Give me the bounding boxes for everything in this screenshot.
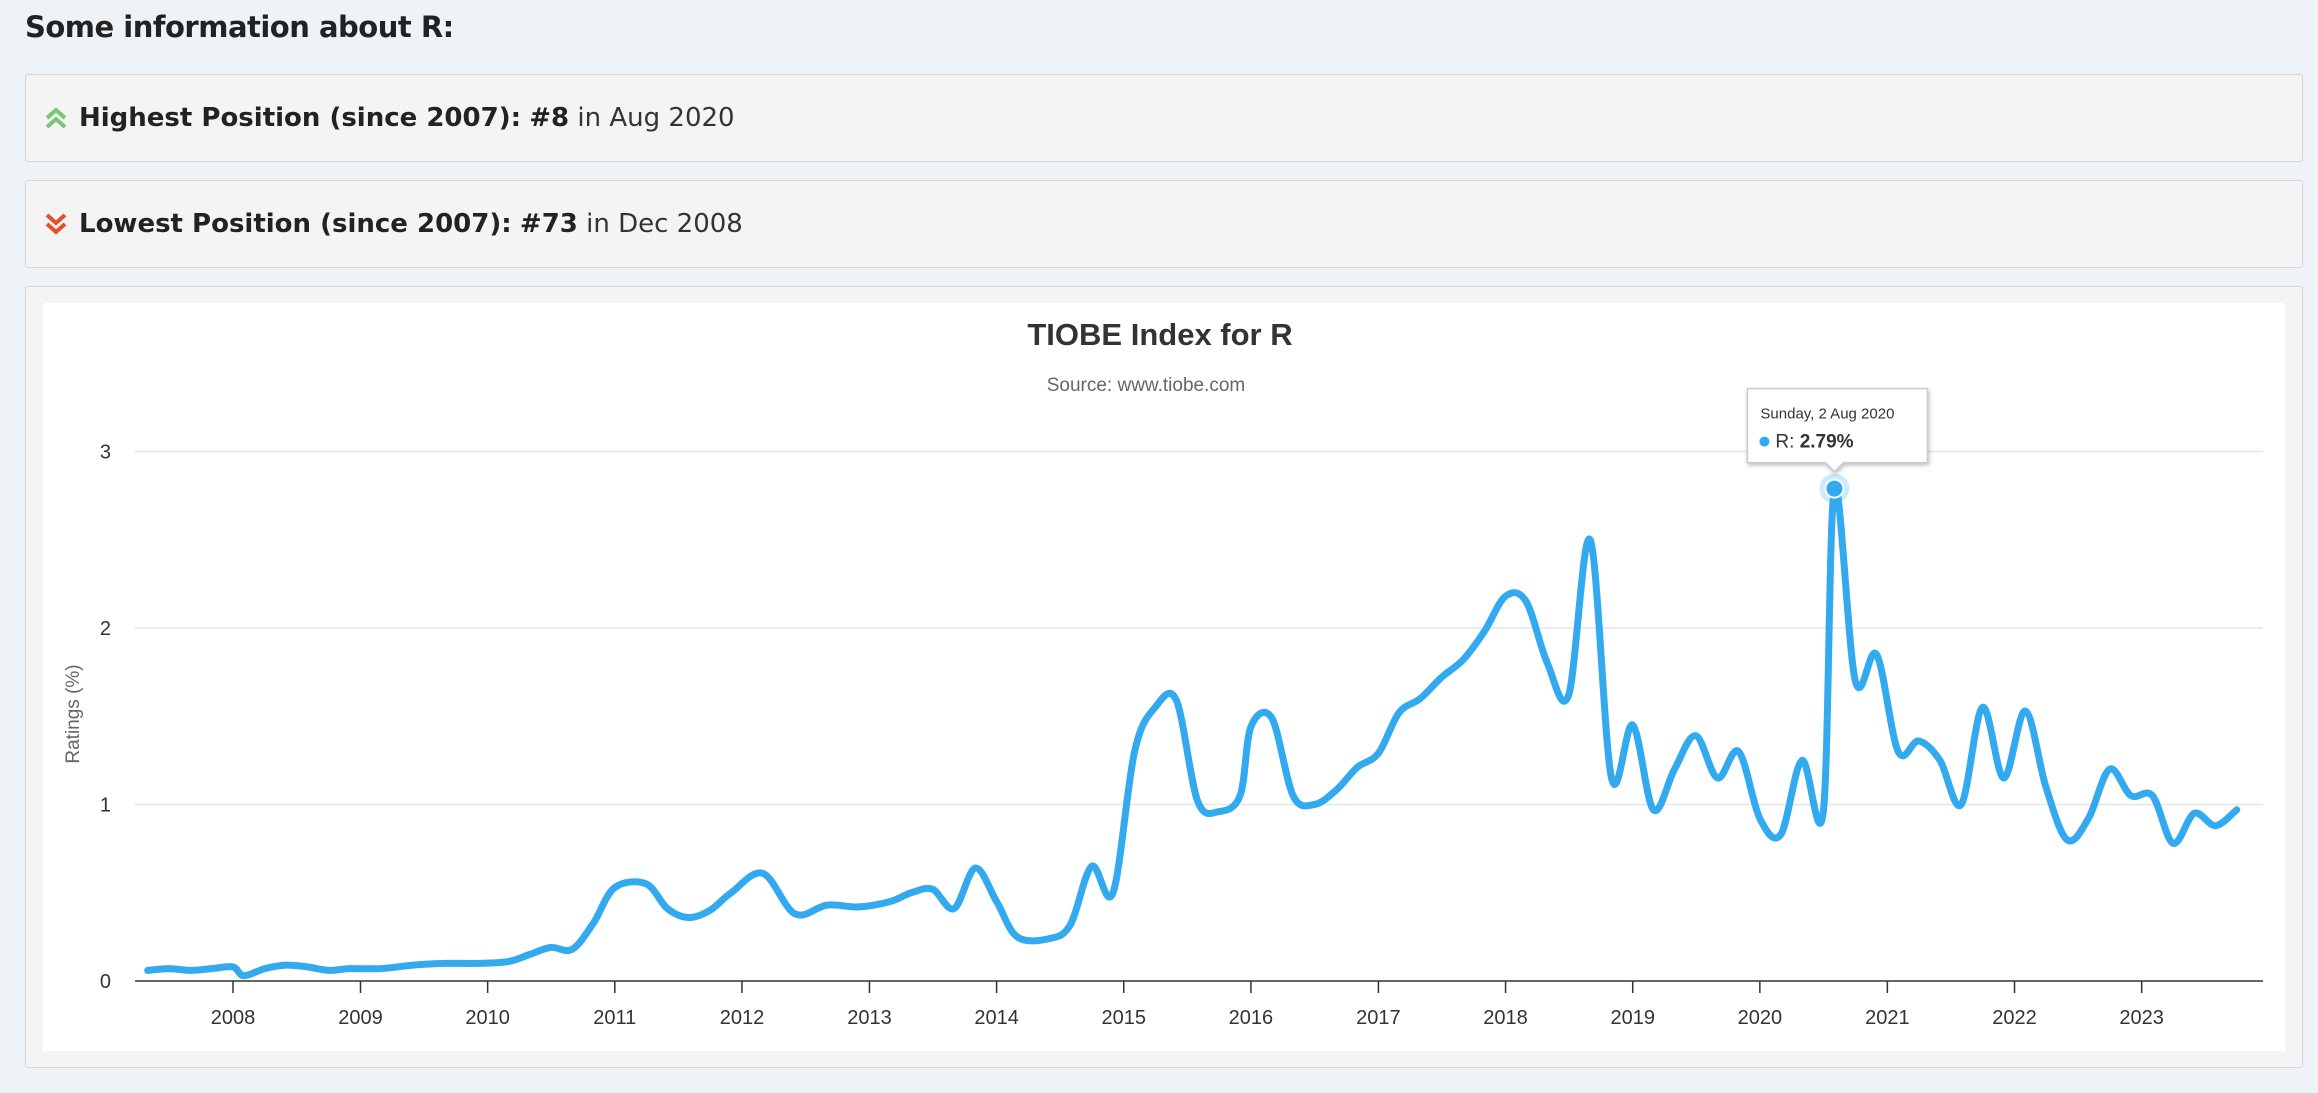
highest-position-connector: in xyxy=(577,103,602,133)
x-tick-label: 2015 xyxy=(1102,1007,1147,1029)
page-heading: Some information about R: xyxy=(25,10,454,44)
lowest-position-label: Lowest Position (since 2007): xyxy=(79,209,512,239)
chart-subtitle: Source: www.tiobe.com xyxy=(1047,375,1246,396)
x-tick-label: 2017 xyxy=(1356,1007,1401,1029)
tooltip-value: 2.79% xyxy=(1800,432,1854,453)
tiobe-line-chart: TIOBE Index for R Source: www.tiobe.com … xyxy=(63,317,2263,1029)
highest-position-date: Aug 2020 xyxy=(609,103,735,133)
y-tick-label: 1 xyxy=(100,795,111,817)
chart-area: TIOBE Index for R Source: www.tiobe.com … xyxy=(43,303,2285,1051)
x-tick-label: 2009 xyxy=(338,1007,383,1029)
x-tick-label: 2021 xyxy=(1865,1007,1910,1029)
tooltip-box xyxy=(1746,387,1929,473)
lowest-position-connector: in xyxy=(586,209,610,239)
lowest-position-value: #73 xyxy=(519,209,578,239)
tooltip-series-text: R: 2.79% xyxy=(1775,432,1853,453)
x-tick-label: 2018 xyxy=(1483,1007,1528,1029)
highest-position-label: Highest Position (since 2007): xyxy=(79,103,521,133)
x-tick-label: 2010 xyxy=(465,1007,510,1029)
x-tick-label: 2019 xyxy=(1610,1007,1655,1029)
tooltip-series-dot xyxy=(1759,436,1770,447)
y-tick-label: 2 xyxy=(100,618,111,640)
lowest-position-box: Lowest Position (since 2007): #73 in Dec… xyxy=(25,180,2303,268)
highest-position-box: Highest Position (since 2007): #8 in Aug… xyxy=(25,74,2303,162)
y-axis-label: Ratings (%) xyxy=(63,664,84,763)
tooltip-date: Sunday, 2 Aug 2020 xyxy=(1760,406,1894,423)
x-tick-label: 2014 xyxy=(974,1007,1019,1029)
tooltip-series-name: R: xyxy=(1775,432,1799,453)
x-tick-label: 2012 xyxy=(720,1007,765,1029)
y-tick-label: 3 xyxy=(100,442,111,464)
highlight-point xyxy=(1824,478,1845,499)
x-tick-label: 2023 xyxy=(2119,1007,2164,1029)
x-tick-label: 2022 xyxy=(1992,1007,2037,1029)
lowest-position-date: Dec 2008 xyxy=(618,209,743,239)
x-tick-label: 2016 xyxy=(1229,1007,1274,1029)
highest-position-value: #8 xyxy=(529,103,570,133)
double-chevron-up-icon xyxy=(45,107,67,129)
series-line-R xyxy=(144,483,2241,980)
x-tick-label: 2020 xyxy=(1738,1007,1783,1029)
x-tick-label: 2008 xyxy=(211,1007,256,1029)
chart-title: TIOBE Index for R xyxy=(1027,317,1292,352)
x-tick-label: 2013 xyxy=(847,1007,892,1029)
double-chevron-down-icon xyxy=(45,213,67,235)
y-tick-label: 0 xyxy=(100,971,111,993)
x-tick-label: 2011 xyxy=(593,1007,636,1029)
